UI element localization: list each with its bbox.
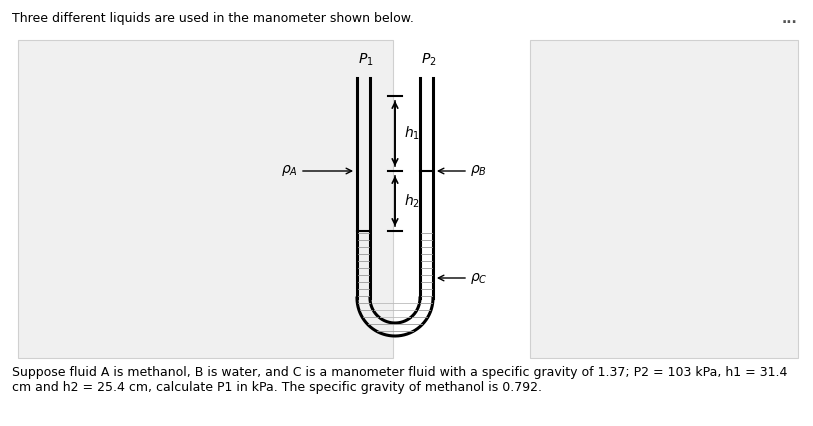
Text: Three different liquids are used in the manometer shown below.: Three different liquids are used in the … bbox=[12, 12, 414, 25]
Text: Suppose fluid A is methanol, B is water, and C is a manometer fluid with a speci: Suppose fluid A is methanol, B is water,… bbox=[12, 366, 787, 394]
Text: $P_2$: $P_2$ bbox=[421, 52, 437, 68]
Text: $h_1$: $h_1$ bbox=[404, 125, 420, 142]
Bar bbox=[530, 40, 798, 358]
Text: $h_2$: $h_2$ bbox=[404, 192, 420, 210]
Text: $\rho_B$: $\rho_B$ bbox=[470, 164, 487, 178]
Bar bbox=[18, 40, 393, 358]
Text: $P_1$: $P_1$ bbox=[358, 52, 374, 68]
Text: $\rho_A$: $\rho_A$ bbox=[281, 164, 298, 178]
Text: ...: ... bbox=[781, 12, 797, 26]
Text: $\rho_C$: $\rho_C$ bbox=[470, 271, 488, 285]
